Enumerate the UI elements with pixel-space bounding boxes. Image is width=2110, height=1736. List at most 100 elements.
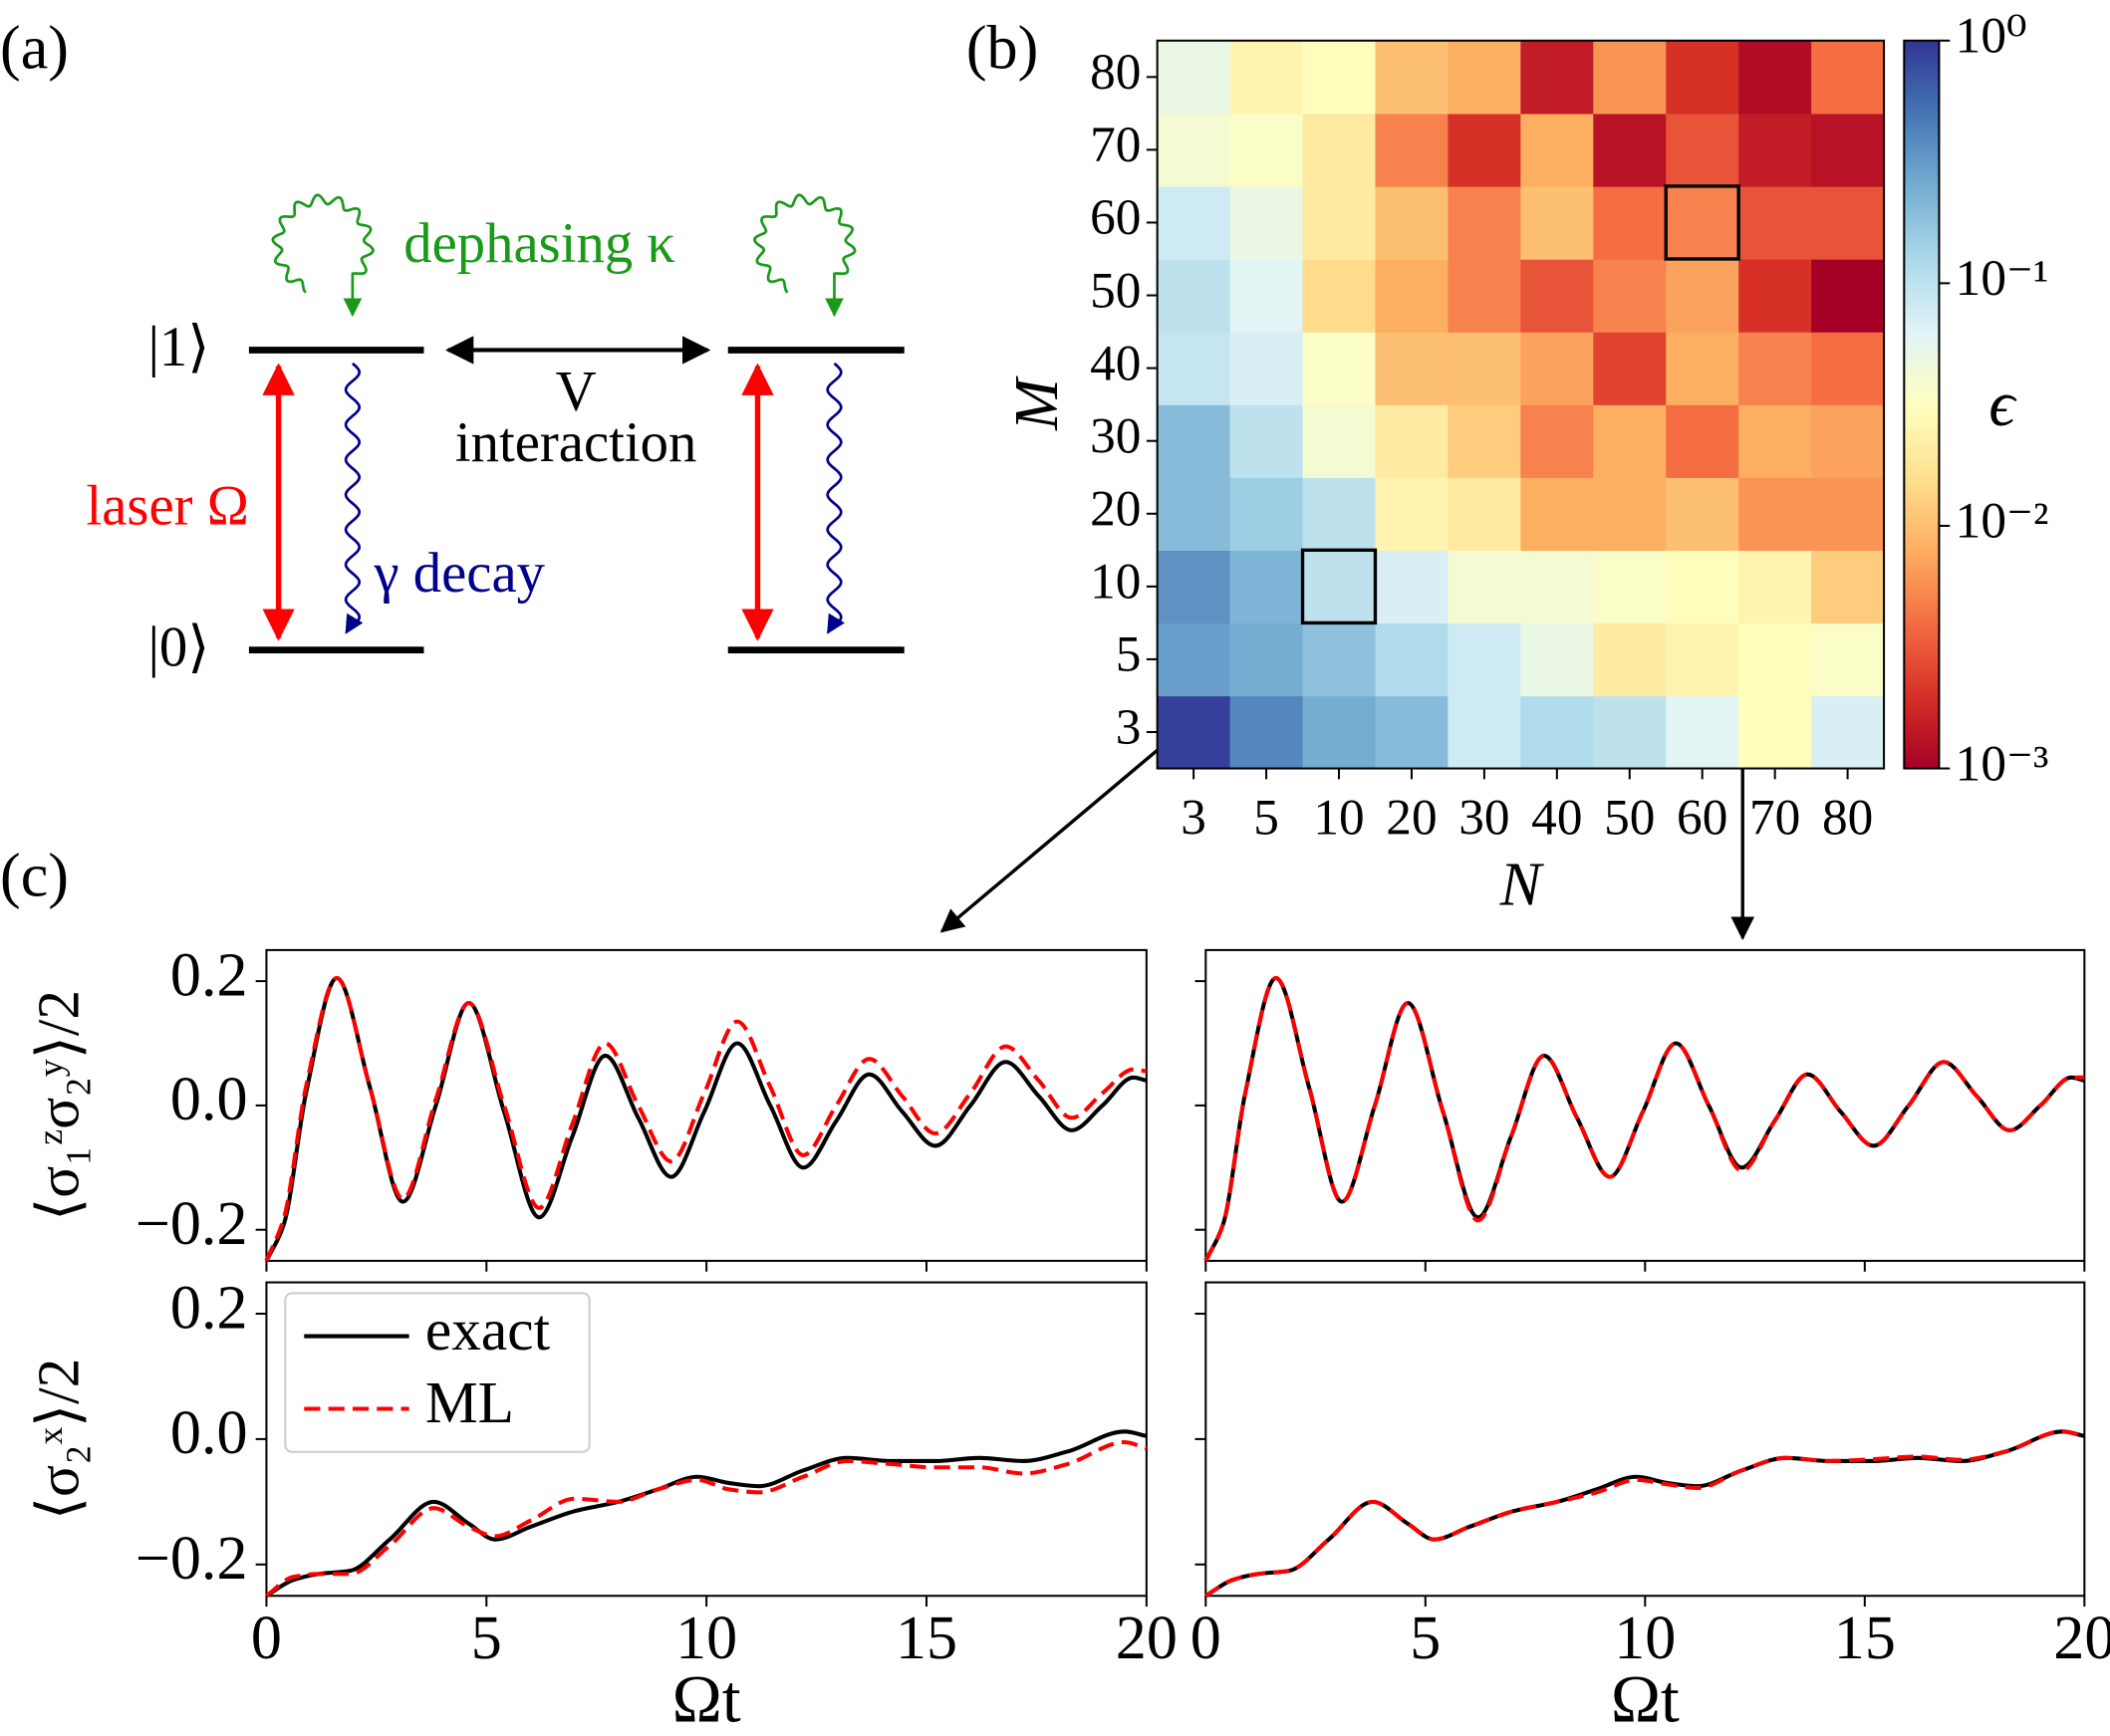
- panel-label: (a): [0, 15, 69, 83]
- heatmap-cell: [1157, 185, 1231, 260]
- colorbar: [1903, 39, 1941, 770]
- heatmap-cell: [1229, 259, 1304, 333]
- heatmap-cell: [1448, 113, 1522, 187]
- y-tick-label: 3: [1116, 699, 1142, 756]
- heatmap-cell: [1811, 622, 1885, 697]
- panel-label: (c): [0, 842, 69, 909]
- y-tick-label: 60: [1090, 189, 1141, 246]
- x-tick-label: 10: [675, 1605, 737, 1672]
- heatmap-cell: [1593, 404, 1667, 478]
- heatmap-cell: [1375, 695, 1450, 770]
- heatmap-cell: [1302, 622, 1377, 697]
- dephasing-label: dephasing κ: [403, 212, 675, 275]
- heatmap-cell: [1157, 695, 1231, 770]
- heatmap-cell: [1448, 40, 1522, 115]
- heatmap-cell: [1666, 695, 1739, 770]
- x-tick-label: 60: [1677, 789, 1727, 846]
- data-line: [264, 975, 1148, 1262]
- heatmap-cell: [1229, 695, 1304, 770]
- interaction-label: interaction: [455, 411, 697, 474]
- heatmap-cell: [1593, 550, 1667, 624]
- y-tick-label: 0.2: [170, 1274, 248, 1342]
- heatmap-cell: [1520, 332, 1594, 405]
- heatmap-cell: [1302, 550, 1377, 624]
- heatmap-cell: [1811, 550, 1885, 624]
- heatmap-cell: [1157, 404, 1231, 478]
- heatmap-cell: [1811, 695, 1885, 770]
- highlight-box: [1664, 184, 1740, 261]
- heatmap-cell: [1811, 259, 1885, 333]
- y-tick-label: −0.2: [135, 1525, 248, 1593]
- heatmap-cell: [1520, 185, 1594, 260]
- data-line: [265, 1429, 1148, 1599]
- heatmap-cell: [1593, 477, 1667, 551]
- heatmap-cell: [1302, 113, 1377, 187]
- heatmap-cell: [1738, 404, 1812, 478]
- y-tick-label: 30: [1090, 407, 1141, 464]
- heatmap-cell: [1811, 477, 1885, 551]
- heatmap-cell: [1593, 40, 1667, 115]
- data-line: [1204, 1429, 2085, 1599]
- heatmap-cell: [1738, 332, 1812, 405]
- heatmap-cell: [1448, 695, 1522, 770]
- data-line: [264, 975, 1148, 1262]
- laser-label: laser Ω: [86, 475, 248, 538]
- heatmap-cell: [1448, 550, 1522, 624]
- heatmap-cell: [1157, 40, 1231, 115]
- heatmap-cell: [1375, 477, 1450, 551]
- heatmap-cell: [1157, 550, 1231, 624]
- y-tick-label: 0.2: [170, 941, 248, 1009]
- heatmap-cell: [1302, 332, 1377, 405]
- heatmap-cell: [1593, 332, 1667, 405]
- heatmap-cell: [1593, 622, 1667, 697]
- y-tick-label: 70: [1090, 117, 1141, 173]
- heatmap-cell: [1229, 622, 1304, 697]
- y-axis-label: ⟨σ₂ˣ⟩/2: [25, 1359, 91, 1521]
- y-tick-label: 40: [1090, 335, 1141, 391]
- panel-label: (b): [966, 15, 1038, 83]
- heatmap-cell: [1666, 477, 1739, 551]
- decay-label: γ decay: [374, 542, 546, 605]
- x-tick-label: 30: [1458, 789, 1509, 846]
- x-tick-label: 5: [471, 1605, 502, 1672]
- x-tick-label: 3: [1181, 789, 1206, 846]
- decay-arrow: [344, 362, 364, 634]
- heatmap-cell: [1738, 695, 1812, 770]
- heatmap-cell: [1448, 404, 1522, 478]
- x-tick-label: 20: [1386, 789, 1437, 846]
- legend-box: [284, 1292, 591, 1453]
- heatmap-cell: [1666, 332, 1739, 405]
- heatmap-cell: [1666, 550, 1739, 624]
- data-line: [1203, 975, 2085, 1262]
- heatmap-cell: [1448, 259, 1522, 333]
- dephasing-loop: [752, 193, 857, 318]
- data-line: [265, 1439, 1148, 1598]
- heatmap-cell: [1375, 550, 1450, 624]
- x-tick-label: 70: [1749, 789, 1800, 846]
- heatmap-cell: [1229, 40, 1304, 115]
- colorbar-tick-label: 10⁻¹: [1956, 250, 2049, 307]
- heatmap-cell: [1520, 259, 1594, 333]
- heatmap-cell: [1520, 404, 1594, 478]
- heatmap-cell: [1302, 695, 1377, 770]
- heatmap-cell: [1302, 477, 1377, 551]
- heatmap-cell: [1157, 622, 1231, 697]
- y-axis-label: ⟨σ₁ᶻσ₂ʸ⟩/2: [25, 990, 91, 1221]
- heatmap-cell: [1375, 40, 1450, 115]
- heatmap-cell: [1375, 259, 1450, 333]
- x-tick-label: 20: [1116, 1605, 1178, 1672]
- heatmap-cell: [1593, 695, 1667, 770]
- heatmap-cell: [1448, 185, 1522, 260]
- x-axis-label: N: [1499, 852, 1545, 919]
- heatmap-cell: [1666, 622, 1739, 697]
- x-axis-label: Ωt: [1611, 1662, 1680, 1736]
- heatmap-cell: [1738, 40, 1812, 115]
- heatmap-cell: [1520, 113, 1594, 187]
- plot-frame: [1156, 39, 1886, 770]
- heatmap-cell: [1448, 332, 1522, 405]
- heatmap-cell: [1229, 477, 1304, 551]
- x-tick-label: 10: [1614, 1605, 1676, 1672]
- state-label: |0⟩: [148, 616, 210, 678]
- x-tick-label: 0: [1190, 1605, 1221, 1672]
- x-tick-label: 10: [1313, 789, 1364, 846]
